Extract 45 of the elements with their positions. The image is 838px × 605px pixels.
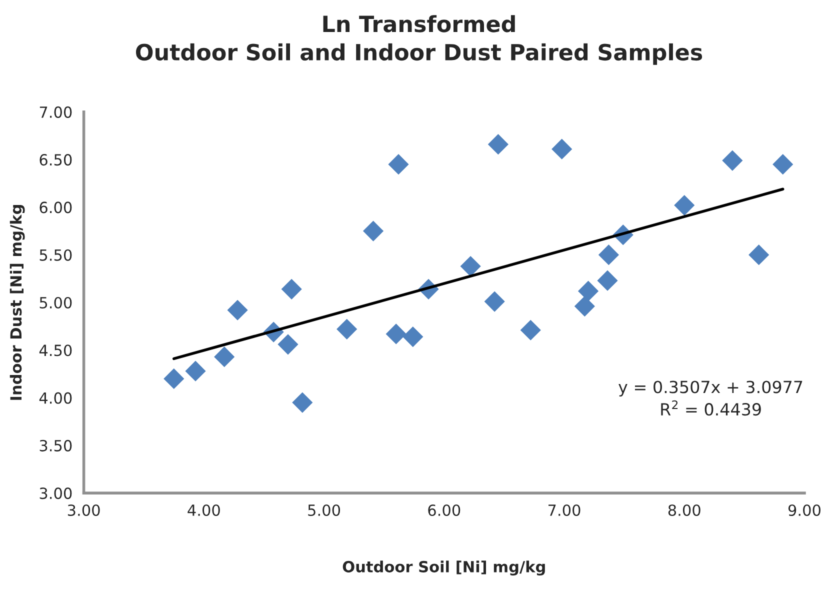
point — [772, 154, 794, 175]
point — [402, 326, 424, 348]
y-tick-label: 5.50 — [40, 249, 72, 261]
point — [488, 134, 508, 155]
point — [460, 256, 481, 277]
point — [386, 324, 406, 344]
annotation: y = 0.3507x + 3.0977 R$^{2}$ = 0.4439 — [618, 380, 802, 416]
y-tick-label: 7.00 — [40, 106, 72, 118]
y-tick-label: 4.50 — [39, 344, 72, 356]
x-tick-label: 8.00 — [668, 504, 700, 516]
y-tick-label: 4.00 — [39, 392, 72, 404]
x-axis-title: Outdoor Soil [Ni] mg/kg — [342, 560, 545, 576]
point — [278, 334, 298, 355]
x-tick-label: 5.00 — [308, 504, 340, 516]
chart-title: Ln Transformed Outdoor Soil and Indoor Dust Paired Samples — [136, 15, 702, 65]
x-tick-label: 4.00 — [188, 504, 220, 516]
point — [214, 346, 235, 368]
point — [362, 220, 384, 242]
point — [292, 392, 313, 413]
y-axis-title: Indoor Dust [Ni] mg/kg — [10, 205, 25, 400]
y-tick-label: 3.00 — [40, 488, 72, 500]
point — [748, 244, 770, 266]
point — [574, 296, 595, 317]
point — [388, 154, 409, 175]
point — [598, 244, 619, 266]
point — [520, 320, 541, 340]
point — [227, 300, 248, 320]
point — [722, 150, 743, 171]
x-tick-label: 6.00 — [428, 504, 460, 516]
point — [484, 291, 505, 312]
point — [578, 280, 599, 302]
x-tick-label: 9.00 — [788, 504, 820, 516]
point — [281, 278, 302, 300]
point — [164, 368, 184, 390]
x-tick-label: 3.00 — [68, 504, 100, 516]
y-tick-label: 3.50 — [40, 440, 72, 452]
x-tick-label: 7.00 — [548, 504, 580, 516]
y-tick-label: 5.00 — [40, 296, 72, 309]
point — [336, 318, 358, 340]
point — [597, 270, 618, 291]
y-tick-label: 6.00 — [40, 202, 72, 214]
point — [552, 138, 572, 160]
point — [674, 195, 695, 216]
y-tick-label: 6.50 — [40, 154, 72, 166]
point — [185, 360, 206, 382]
